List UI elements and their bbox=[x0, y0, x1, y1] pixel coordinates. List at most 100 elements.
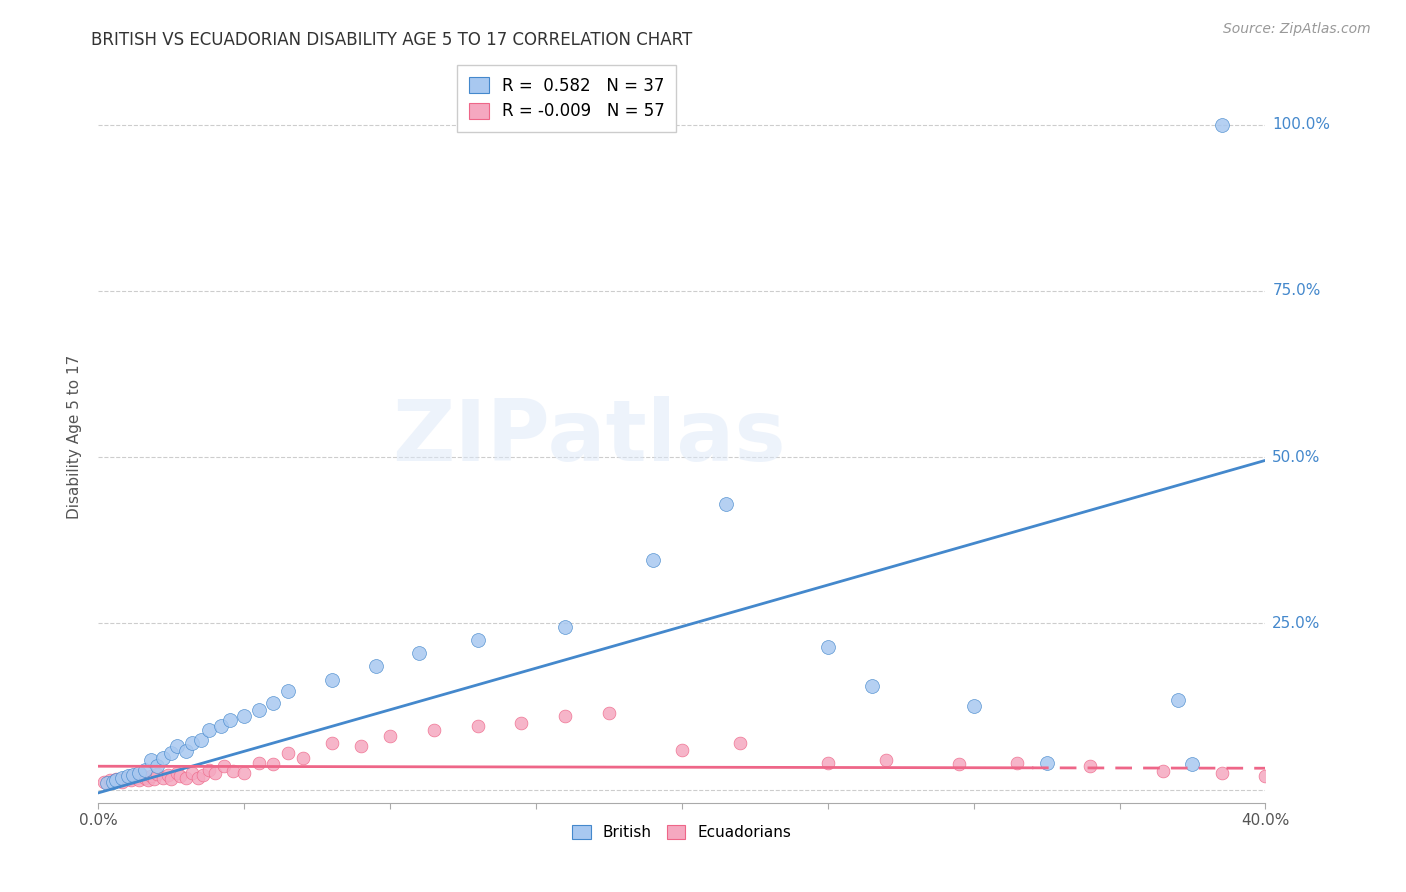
Point bbox=[467, 719, 489, 733]
Point bbox=[101, 774, 124, 789]
Point bbox=[321, 673, 343, 687]
Point bbox=[962, 699, 984, 714]
Point bbox=[101, 774, 124, 789]
Point bbox=[233, 709, 256, 723]
Point bbox=[152, 750, 174, 764]
Point bbox=[117, 772, 139, 786]
Point bbox=[190, 732, 212, 747]
Point bbox=[114, 771, 136, 785]
Point bbox=[134, 763, 156, 777]
Point bbox=[291, 750, 314, 764]
Point bbox=[554, 619, 576, 633]
Point bbox=[122, 769, 145, 783]
Point bbox=[139, 753, 162, 767]
Point bbox=[111, 771, 134, 785]
Point bbox=[408, 646, 430, 660]
Point bbox=[152, 771, 174, 785]
Point bbox=[321, 736, 343, 750]
Point bbox=[1254, 769, 1277, 783]
Point bbox=[187, 771, 209, 785]
Point bbox=[350, 739, 373, 754]
Point bbox=[212, 759, 235, 773]
Point bbox=[262, 757, 284, 772]
Point bbox=[364, 659, 387, 673]
Text: Source: ZipAtlas.com: Source: ZipAtlas.com bbox=[1223, 22, 1371, 37]
Point bbox=[641, 553, 664, 567]
Point bbox=[467, 632, 489, 647]
Text: 25.0%: 25.0% bbox=[1272, 615, 1320, 631]
Point bbox=[817, 640, 839, 654]
Text: 100.0%: 100.0% bbox=[1272, 117, 1330, 132]
Point bbox=[423, 723, 446, 737]
Point bbox=[174, 744, 197, 758]
Point bbox=[117, 769, 139, 783]
Point bbox=[510, 716, 533, 731]
Point bbox=[166, 765, 188, 780]
Point bbox=[1152, 764, 1174, 778]
Point bbox=[247, 703, 270, 717]
Point bbox=[134, 771, 156, 785]
Text: ZIPatlas: ZIPatlas bbox=[392, 395, 786, 479]
Point bbox=[96, 776, 118, 790]
Point bbox=[98, 773, 121, 788]
Point bbox=[554, 709, 576, 723]
Point bbox=[233, 765, 256, 780]
Point bbox=[128, 765, 150, 780]
Point bbox=[198, 723, 221, 737]
Point bbox=[1298, 771, 1320, 785]
Point bbox=[262, 696, 284, 710]
Point bbox=[104, 772, 127, 787]
Point bbox=[948, 757, 970, 772]
Point bbox=[142, 772, 165, 786]
Point bbox=[730, 736, 752, 750]
Point bbox=[111, 774, 134, 789]
Point bbox=[817, 756, 839, 770]
Point bbox=[131, 768, 153, 782]
Point bbox=[277, 746, 299, 760]
Point bbox=[598, 706, 620, 720]
Y-axis label: Disability Age 5 to 17: Disability Age 5 to 17 bbox=[67, 355, 83, 519]
Point bbox=[136, 773, 159, 788]
Point bbox=[104, 772, 127, 786]
Point bbox=[146, 766, 169, 780]
Point bbox=[1035, 756, 1057, 770]
Point bbox=[380, 729, 402, 743]
Point bbox=[247, 756, 270, 770]
Point bbox=[128, 772, 150, 787]
Text: 50.0%: 50.0% bbox=[1272, 450, 1320, 465]
Point bbox=[1385, 774, 1406, 789]
Point bbox=[860, 680, 883, 694]
Point bbox=[1211, 118, 1233, 132]
Point bbox=[166, 739, 188, 754]
Point bbox=[180, 765, 202, 780]
Point bbox=[218, 713, 240, 727]
Point bbox=[139, 769, 162, 783]
Point bbox=[714, 497, 737, 511]
Point bbox=[221, 764, 243, 778]
Point bbox=[157, 768, 180, 782]
Point bbox=[209, 719, 232, 733]
Legend: British, Ecuadorians: British, Ecuadorians bbox=[567, 819, 797, 847]
Point bbox=[169, 769, 191, 783]
Point bbox=[1211, 765, 1233, 780]
Point bbox=[193, 768, 215, 782]
Point bbox=[1341, 772, 1364, 787]
Point bbox=[93, 774, 115, 789]
Text: 75.0%: 75.0% bbox=[1272, 284, 1320, 298]
Point bbox=[108, 773, 131, 788]
Point bbox=[875, 753, 897, 767]
Point bbox=[1181, 757, 1204, 772]
Point bbox=[174, 771, 197, 785]
Point bbox=[198, 763, 221, 777]
Point bbox=[160, 772, 183, 786]
Text: BRITISH VS ECUADORIAN DISABILITY AGE 5 TO 17 CORRELATION CHART: BRITISH VS ECUADORIAN DISABILITY AGE 5 T… bbox=[91, 31, 693, 49]
Point bbox=[277, 684, 299, 698]
Point bbox=[125, 771, 148, 785]
Point bbox=[1080, 759, 1102, 773]
Point bbox=[671, 742, 693, 756]
Point bbox=[180, 736, 202, 750]
Point bbox=[204, 765, 226, 780]
Point bbox=[160, 746, 183, 760]
Point bbox=[122, 768, 145, 782]
Point bbox=[1167, 692, 1189, 706]
